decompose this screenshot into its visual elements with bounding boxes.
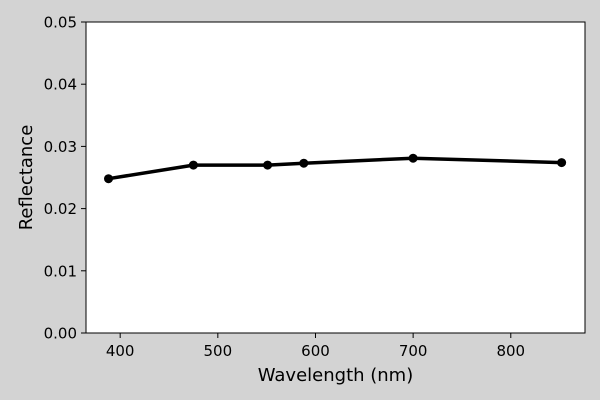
data-point	[188, 160, 198, 170]
plot-frame	[85, 21, 586, 334]
data-point	[263, 160, 273, 170]
y-tick-label: 0.05	[44, 14, 77, 32]
data-point	[104, 174, 113, 184]
y-tick-label: 0.02	[44, 200, 77, 218]
y-tick-label: 0.00	[44, 325, 77, 343]
x-tick-label: 700	[399, 342, 428, 360]
x-tick-label: 400	[106, 342, 135, 360]
x-axis-ticks: 400 500 600 700 800	[106, 333, 525, 360]
y-tick-label: 0.03	[44, 138, 77, 156]
y-axis-label: Reflectance	[16, 125, 37, 231]
y-tick-label: 0.01	[44, 262, 77, 280]
data-point	[299, 158, 309, 168]
data-point	[557, 158, 567, 168]
y-tick-label: 0.04	[44, 76, 77, 94]
plot-area	[86, 22, 585, 333]
series-layer	[104, 153, 567, 184]
x-tick-label: 600	[301, 342, 330, 360]
x-axis-label: Wavelength (nm)	[258, 365, 414, 386]
y-axis-ticks: 0.00 0.01 0.02 0.03 0.04 0.05	[44, 14, 86, 343]
series-line	[106, 156, 564, 181]
data-point	[408, 153, 418, 163]
x-tick-label: 500	[204, 342, 233, 360]
x-tick-label: 800	[496, 342, 525, 360]
